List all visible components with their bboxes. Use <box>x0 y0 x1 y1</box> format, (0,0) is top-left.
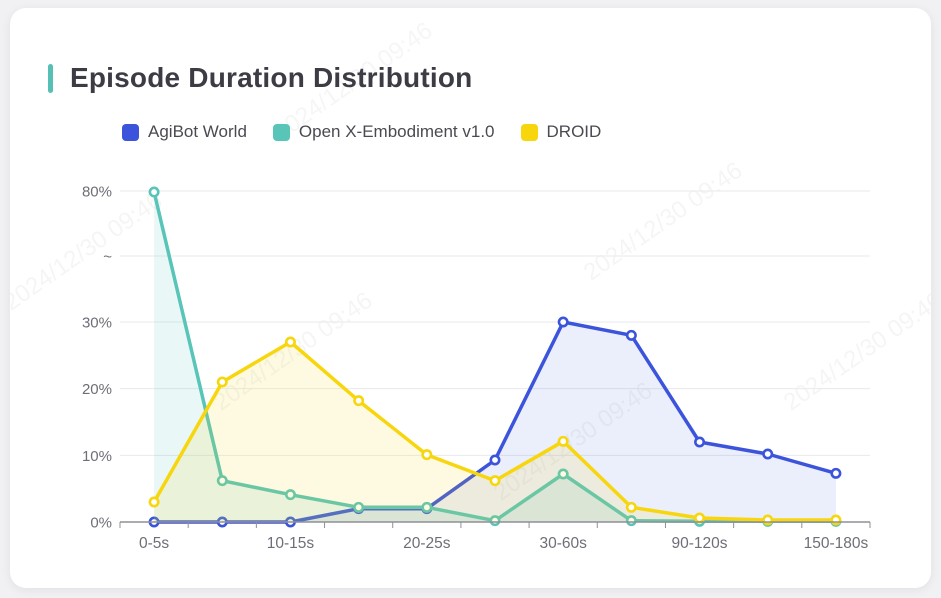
legend-label: DROID <box>546 122 602 141</box>
legend-label: Open X-Embodiment v1.0 <box>298 122 495 141</box>
data-point-droid[interactable] <box>557 435 569 447</box>
series-area-droid <box>154 342 836 522</box>
x-axis-tick-label: 150-180s <box>804 535 869 552</box>
series-area-open-x-embodiment-v1-0 <box>154 192 836 522</box>
data-point-droid[interactable] <box>625 501 637 513</box>
x-axis-tick-label: 10-15s <box>267 535 315 552</box>
data-point-agibot-world[interactable] <box>489 454 501 466</box>
data-point-open-x-embodiment-v1-0[interactable] <box>284 489 296 501</box>
page-title: Episode Duration Distribution <box>70 62 473 93</box>
data-point-droid[interactable] <box>284 336 296 348</box>
y-axis-tick-label: ~ <box>103 249 112 266</box>
y-axis-tick-label: 10% <box>82 448 112 465</box>
title-accent-bar <box>48 63 53 93</box>
y-axis-tick-label: 80% <box>82 184 112 201</box>
data-point-open-x-embodiment-v1-0[interactable] <box>489 515 501 527</box>
data-point-open-x-embodiment-v1-0[interactable] <box>625 515 637 527</box>
legend-item-open-x-embodiment[interactable]: Open X-Embodiment v1.0 <box>272 122 495 142</box>
y-axis-tick-label: 30% <box>82 315 112 332</box>
data-point-droid[interactable] <box>762 514 774 526</box>
data-point-agibot-world[interactable] <box>830 467 842 479</box>
data-point-droid[interactable] <box>830 514 842 526</box>
legend-swatch-agibot-world <box>122 123 139 141</box>
data-point-agibot-world[interactable] <box>557 316 569 328</box>
data-point-droid[interactable] <box>216 376 228 388</box>
x-axis-tick-label: 0-5s <box>139 535 169 552</box>
data-point-droid[interactable] <box>489 475 501 487</box>
data-point-agibot-world[interactable] <box>694 436 706 448</box>
y-axis-tick-label: 0% <box>90 515 112 532</box>
legend-swatch-open-x-embodiment <box>272 123 290 141</box>
data-point-droid[interactable] <box>353 395 365 407</box>
data-point-droid[interactable] <box>694 512 706 524</box>
series-area-agibot-world <box>154 322 836 522</box>
legend-label: AgiBot World <box>148 122 247 141</box>
y-axis-tick-label: 20% <box>82 381 112 398</box>
data-point-droid[interactable] <box>148 496 160 508</box>
data-point-open-x-embodiment-v1-0[interactable] <box>421 501 433 513</box>
data-point-open-x-embodiment-v1-0[interactable] <box>353 501 365 513</box>
data-point-agibot-world[interactable] <box>762 448 774 460</box>
chart-legend: AgiBot World Open X-Embodiment v1.0 DROI… <box>122 122 601 142</box>
data-point-open-x-embodiment-v1-0[interactable] <box>557 468 569 480</box>
chart-header: Episode Duration Distribution <box>48 62 472 94</box>
legend-swatch-droid <box>520 123 538 141</box>
data-point-open-x-embodiment-v1-0[interactable] <box>148 186 160 198</box>
data-point-open-x-embodiment-v1-0[interactable] <box>216 475 228 487</box>
legend-item-agibot-world[interactable]: AgiBot World <box>122 122 247 142</box>
x-axis-tick-label: 20-25s <box>403 535 451 552</box>
data-point-agibot-world[interactable] <box>625 329 637 341</box>
data-point-droid[interactable] <box>421 449 433 461</box>
legend-item-droid[interactable]: DROID <box>520 122 602 142</box>
chart-card: 2024/12/30 09:46 2024/12/30 09:46 2024/1… <box>10 8 931 588</box>
x-axis-tick-label: 90-120s <box>672 535 728 552</box>
x-axis-tick-label: 30-60s <box>539 535 587 552</box>
